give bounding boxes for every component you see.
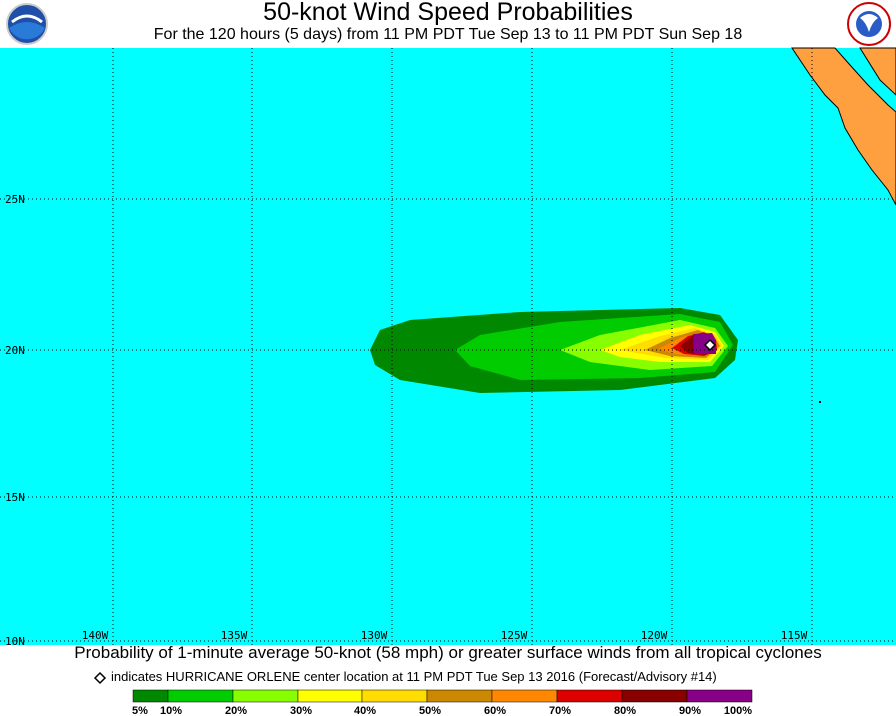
legend-label: 60% [484,705,506,716]
legend-label: 100% [724,705,752,716]
latitude-label: 20N [5,344,25,357]
legend-swatch [232,689,299,703]
latitude-label: 15N [5,491,25,504]
legend-swatch [686,689,753,703]
longitude-label: 115W [781,629,808,642]
legend-label: 5% [132,705,148,716]
legend: 5% 10% 20% 30% 40% 50% 60% 70% 80% 90% 100% [132,689,753,716]
legend-label: 20% [225,705,247,716]
legend-label: 70% [549,705,571,716]
probability-contours [370,308,738,393]
legend-label: 90% [679,705,701,716]
mainland-mexico [859,47,896,96]
map: 25N 20N 15N 10N 140W 135W 130W 125W 120W 115W [0,47,896,648]
legend-swatch [426,689,493,703]
legend-swatch [297,689,363,703]
baja-california [791,47,896,206]
island [819,401,821,403]
legend-label: 50% [419,705,441,716]
title: 50-knot Wind Speed Probabilities [263,0,633,26]
caption: Probability of 1-minute average 50-knot … [74,643,821,662]
marker-note: indicates HURRICANE ORLENE center locati… [111,669,717,684]
longitude-label: 125W [501,629,528,642]
longitude-label: 130W [361,629,388,642]
latitude-label: 25N [5,193,25,206]
legend-swatch [132,689,169,703]
marker-symbol [93,671,107,685]
legend-label: 30% [290,705,312,716]
longitude-label: 140W [82,629,109,642]
legend-label: 10% [160,705,182,716]
legend-swatch [621,689,688,703]
latitude-label: 10N [5,635,25,648]
legend-swatch [491,689,558,703]
nws-logo [847,2,891,46]
longitude-label: 135W [221,629,248,642]
legend-swatch [361,689,428,703]
storm-center [703,338,717,352]
noaa-logo [6,3,48,45]
legend-swatch [167,689,234,703]
legend-swatch [556,689,623,703]
subtitle: For the 120 hours (5 days) from 11 PM PD… [154,26,743,43]
legend-label: 40% [354,705,376,716]
legend-label: 80% [614,705,636,716]
graticule [0,48,896,645]
longitude-label: 120W [641,629,668,642]
